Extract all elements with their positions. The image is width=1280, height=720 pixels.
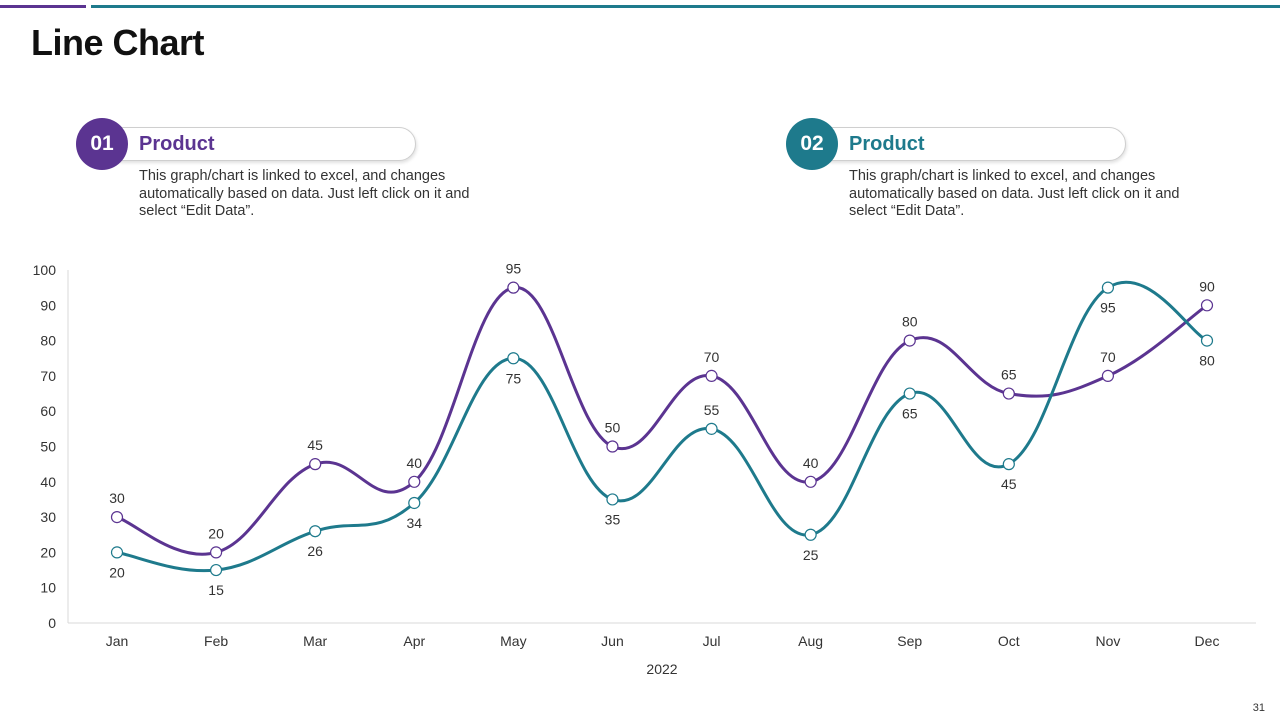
legend-name-02: Product (849, 133, 925, 155)
data-label: 25 (803, 547, 819, 563)
x-tick-label: Jan (106, 633, 129, 649)
slide-title: Line Chart (31, 22, 205, 63)
x-tick-label: Nov (1095, 633, 1120, 649)
series-line-1 (115, 286, 1209, 556)
data-point (309, 458, 322, 471)
data-point (606, 493, 619, 506)
chart-axes: 0 10 20 30 40 50 60 70 80 90 100 Jan Feb Mar Apr May Jun… (33, 262, 1256, 649)
x-tick-label: Oct (998, 633, 1020, 649)
y-tick-label: 70 (40, 368, 56, 384)
x-tick-label: Jun (601, 633, 624, 649)
y-tick-label: 60 (40, 403, 56, 419)
data-label: 34 (406, 515, 422, 531)
data-label: 35 (605, 511, 621, 527)
data-label: 30 (109, 490, 125, 506)
legend-name-01: Product (139, 133, 215, 155)
y-tick-label: 30 (40, 509, 56, 525)
top-accent-bar-purple (0, 5, 86, 8)
data-label: 15 (208, 582, 224, 598)
data-label: 40 (406, 455, 422, 471)
data-label: 75 (506, 370, 522, 386)
data-point (705, 422, 718, 435)
data-point (1002, 458, 1015, 471)
data-point (705, 369, 718, 382)
y-tick-label: 50 (40, 439, 56, 455)
chart-series-lines (115, 280, 1209, 573)
data-label: 45 (1001, 476, 1017, 492)
chart-data-points (110, 281, 1214, 577)
y-tick-label: 100 (33, 262, 57, 278)
data-point (507, 352, 520, 365)
page-number: 31 (1252, 702, 1265, 714)
y-tick-label: 90 (40, 297, 56, 313)
data-label: 50 (605, 420, 621, 436)
x-tick-label: Feb (204, 633, 228, 649)
data-label: 65 (902, 406, 918, 422)
data-label: 90 (1199, 278, 1215, 294)
data-point (507, 281, 520, 294)
data-point (804, 528, 817, 541)
data-label: 70 (1100, 349, 1116, 365)
x-tick-label: Dec (1195, 633, 1220, 649)
data-label: 95 (506, 261, 522, 277)
data-label: 70 (704, 349, 720, 365)
x-tick-label: Apr (403, 633, 425, 649)
top-accent-bar-teal (91, 5, 1280, 8)
x-tick-label: Aug (798, 633, 823, 649)
data-point (804, 475, 817, 488)
x-tick-label: May (500, 633, 526, 649)
data-point (1101, 281, 1115, 294)
y-tick-label: 10 (40, 580, 56, 596)
legend-description-01: This graph/chart is linked to excel, and… (139, 168, 470, 219)
data-point (209, 563, 223, 577)
legend-pill-01 (106, 127, 416, 161)
data-point (903, 334, 916, 347)
data-point (1200, 299, 1214, 312)
data-point (309, 525, 322, 538)
data-label: 55 (704, 402, 720, 418)
legend-number-01: 01 (76, 118, 128, 170)
data-point (903, 387, 916, 400)
data-label: 26 (307, 543, 323, 559)
y-tick-label: 40 (40, 474, 56, 490)
x-tick-label: Sep (897, 633, 922, 649)
legend-description-02: This graph/chart is linked to excel, and… (849, 168, 1180, 219)
data-label: 40 (803, 455, 819, 471)
x-axis-label: 2022 (646, 661, 677, 677)
series-line-2 (115, 280, 1209, 573)
data-point (1101, 369, 1115, 382)
data-point (209, 546, 223, 559)
data-label: 95 (1100, 300, 1116, 316)
legend-pill-02 (816, 127, 1126, 161)
data-point (110, 546, 124, 559)
data-label: 65 (1001, 367, 1017, 383)
data-point (1200, 334, 1214, 347)
chart-data-labels: 30 20 45 40 95 50 70 40 80 65 70 90 20 15 26 34 75 35 55 25… (109, 261, 1215, 598)
data-label: 80 (1199, 353, 1215, 369)
y-tick-label: 20 (40, 544, 56, 560)
data-label: 20 (208, 525, 224, 541)
y-tick-label: 0 (48, 615, 56, 631)
data-point (408, 475, 421, 488)
data-point (606, 440, 619, 453)
data-label: 20 (109, 564, 125, 580)
x-tick-label: Jul (703, 633, 721, 649)
data-label: 45 (307, 437, 323, 453)
data-point (1002, 387, 1015, 400)
x-tick-label: Mar (303, 633, 327, 649)
y-tick-label: 80 (40, 333, 56, 349)
data-label: 80 (902, 314, 918, 330)
legend-number-02: 02 (786, 118, 838, 170)
data-point (110, 510, 124, 524)
data-point (408, 496, 421, 510)
